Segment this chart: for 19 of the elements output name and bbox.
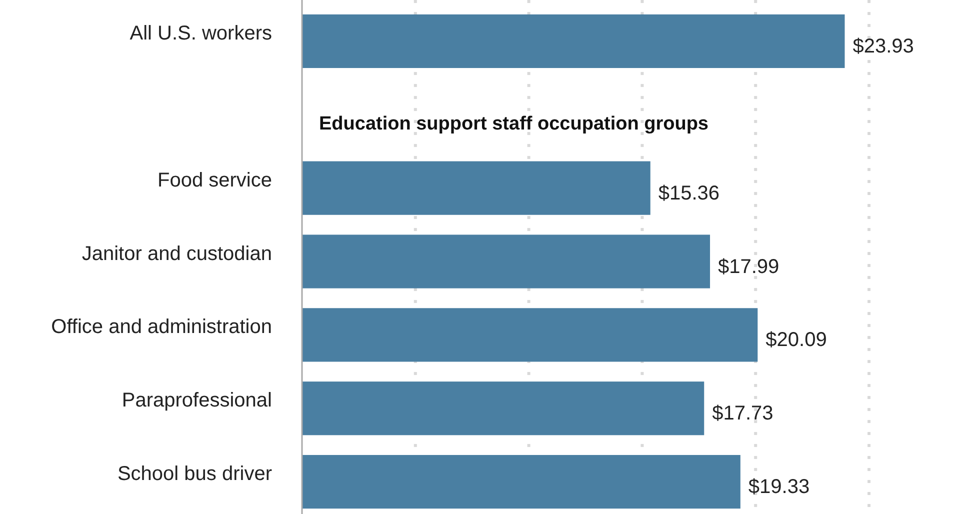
bar bbox=[302, 382, 704, 436]
data-label: $20.09 bbox=[766, 329, 827, 352]
annotation: Education support staff occupation groups bbox=[319, 114, 708, 135]
bar bbox=[302, 308, 758, 362]
data-label: $23.93 bbox=[852, 35, 914, 58]
bar bbox=[302, 234, 710, 288]
data-label: $17.73 bbox=[712, 402, 774, 425]
y-tick-label: Food service bbox=[158, 169, 272, 192]
data-label: $15.36 bbox=[658, 182, 720, 204]
bar bbox=[302, 14, 845, 68]
data-label: $17.99 bbox=[718, 256, 780, 278]
bar bbox=[302, 454, 740, 509]
y-tick-label: Office and administration bbox=[51, 316, 272, 338]
bar bbox=[302, 161, 650, 215]
y-tick-label: Janitor and custodian bbox=[82, 242, 272, 265]
y-tick-label: All U.S. workers bbox=[130, 22, 272, 44]
y-tick-label: School bus driver bbox=[117, 463, 272, 486]
data-label: $19.33 bbox=[748, 476, 810, 498]
y-tick-label: Paraprofessional bbox=[122, 390, 272, 412]
